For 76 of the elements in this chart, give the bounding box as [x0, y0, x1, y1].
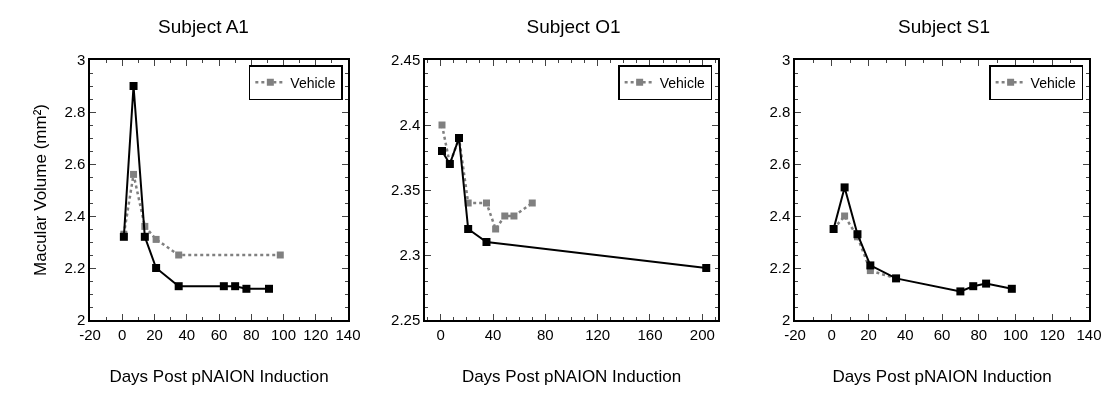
x-tick-label: 100 [270, 325, 297, 343]
x-axis-title: Days Post pNAION Induction [461, 366, 682, 386]
x-axis-title: Days Post pNAION Induction [109, 366, 329, 386]
x-tick-label: 40 [178, 325, 196, 343]
point [956, 287, 965, 296]
y-tick-label: 2.2 [769, 259, 791, 277]
y-tick-label: 3 [76, 51, 86, 69]
y-tick-label: 2.4 [64, 207, 86, 225]
y-tick-label: 3 [781, 51, 791, 69]
y-tick-label: 2.2 [64, 259, 86, 277]
y-axis-title: Macular Volume (mm²) [30, 104, 50, 276]
point [510, 212, 518, 220]
x-tick-label: 40 [484, 325, 502, 343]
point [438, 121, 446, 129]
point [231, 282, 240, 291]
x-tick-label: 0 [436, 325, 445, 343]
point [492, 225, 500, 233]
point [464, 225, 473, 233]
x-tick-label: 120 [303, 325, 329, 343]
x-tick-label: 160 [637, 325, 663, 343]
x-tick-label: 40 [896, 325, 914, 343]
y-tick-label: 2.45 [391, 51, 421, 69]
x-tick-label: 140 [1076, 325, 1102, 343]
y-tick-label: 2.25 [391, 311, 421, 329]
x-tick-label: 200 [689, 325, 715, 343]
chart-title: Subject A1 [158, 16, 249, 38]
x-tick-label: 120 [585, 325, 611, 343]
y-tick-label: 2.4 [769, 207, 791, 225]
point [969, 282, 978, 291]
y-tick-label: 2.35 [391, 181, 421, 199]
point [242, 284, 251, 293]
point [264, 284, 273, 293]
y-tick-label: 2.6 [769, 155, 791, 173]
point [866, 261, 875, 270]
chart-title: Subject S1 [898, 16, 990, 38]
x-tick-label: 120 [1039, 325, 1065, 343]
point [140, 232, 149, 241]
point [482, 238, 491, 246]
x-tick-label: 0 [118, 325, 127, 343]
point [175, 251, 183, 259]
y-tick-label: 2.8 [64, 103, 86, 121]
x-tick-label: 60 [933, 325, 951, 343]
y-tick-label: 2.6 [64, 155, 86, 173]
point [174, 282, 183, 291]
point [219, 282, 228, 291]
chart-title: Subject O1 [526, 16, 621, 38]
x-tick-label: 80 [970, 325, 988, 343]
x-tick-label: 60 [210, 325, 228, 343]
point [1007, 284, 1016, 293]
point [129, 82, 138, 90]
legend-label: Vehicle [1030, 74, 1076, 91]
y-tick-label: 2.4 [399, 116, 421, 134]
legend-label: Vehicle [659, 74, 705, 91]
x-tick-label: 20 [860, 325, 877, 343]
point [702, 264, 711, 272]
x-tick-label: 0 [827, 325, 836, 343]
x-axis-title: Days Post pNAION Induction [832, 366, 1052, 386]
point [130, 170, 138, 178]
point [840, 183, 849, 192]
point [982, 279, 991, 288]
x-tick-label: 80 [242, 325, 260, 343]
point [482, 199, 490, 207]
x-tick-label: 140 [335, 325, 361, 343]
x-tick-label: 80 [537, 325, 554, 343]
legend-label: Vehicle [290, 74, 336, 91]
y-tick-label: 2.8 [769, 103, 791, 121]
point [152, 235, 160, 243]
point [152, 264, 161, 272]
point [438, 147, 446, 155]
point [528, 199, 536, 207]
x-tick-label: 20 [146, 325, 163, 343]
y-tick-label: 2.3 [399, 246, 421, 264]
point [501, 212, 509, 220]
point [841, 212, 849, 220]
x-tick-label: 100 [1002, 325, 1029, 343]
point [276, 251, 284, 259]
